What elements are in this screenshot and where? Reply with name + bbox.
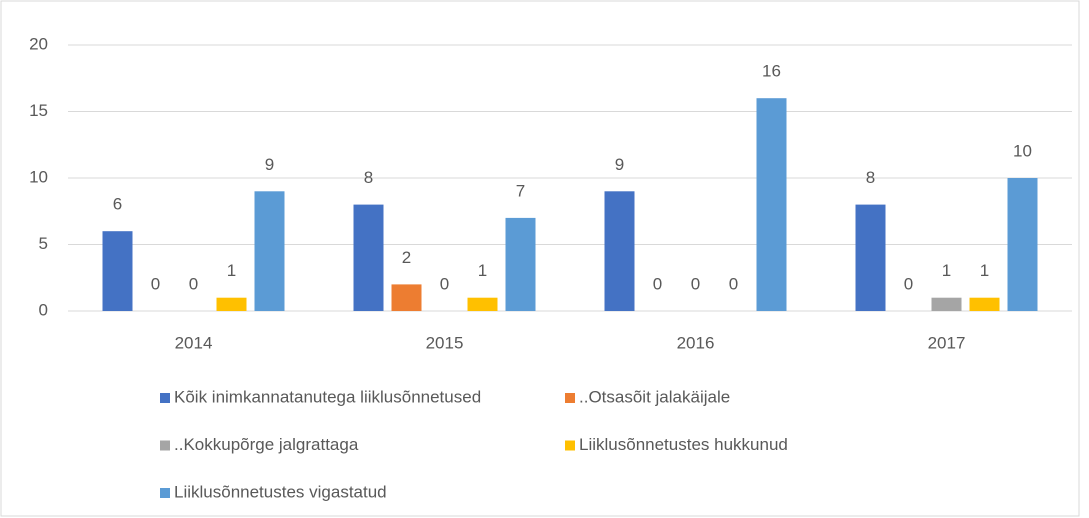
data-label: 0 xyxy=(653,274,662,293)
data-label: 9 xyxy=(265,155,274,174)
legend-swatch xyxy=(565,393,575,403)
data-label: 1 xyxy=(227,261,236,280)
data-label: 8 xyxy=(866,168,875,187)
legend-label: ..Kokkupõrge jalgrattaga xyxy=(174,435,359,454)
bar xyxy=(216,297,247,311)
legend-label: Liiklusõnnetustes hukkunud xyxy=(579,435,788,454)
data-label: 0 xyxy=(440,274,449,293)
data-label: 1 xyxy=(478,261,487,280)
data-label: 2 xyxy=(402,248,411,267)
data-label: 10 xyxy=(1013,141,1032,160)
x-tick-label: 2017 xyxy=(928,333,966,352)
x-tick-label: 2016 xyxy=(677,333,715,352)
y-tick-label: 5 xyxy=(39,234,48,253)
x-tick-label: 2014 xyxy=(175,333,213,352)
bar xyxy=(254,191,285,311)
legend-label: Liiklusõnnetustes vigastatud xyxy=(174,482,387,501)
data-label: 16 xyxy=(762,62,781,81)
bar xyxy=(505,217,536,311)
bar xyxy=(102,231,133,311)
bar xyxy=(604,191,635,311)
legend-swatch xyxy=(565,440,575,451)
bar xyxy=(391,284,422,311)
legend-swatch xyxy=(160,440,170,451)
bar xyxy=(969,297,1000,311)
data-label: 8 xyxy=(364,168,373,187)
legend-label: Kõik inimkannatanutega liiklusõnnetused xyxy=(174,387,481,406)
bar xyxy=(756,98,787,311)
y-tick-label: 20 xyxy=(29,34,48,53)
legend-swatch xyxy=(160,488,170,498)
bar xyxy=(467,297,498,311)
data-label: 0 xyxy=(151,274,160,293)
data-label: 1 xyxy=(980,261,989,280)
data-label: 6 xyxy=(113,195,122,214)
data-label: 0 xyxy=(729,274,738,293)
bar xyxy=(931,297,962,311)
data-label: 0 xyxy=(691,274,700,293)
y-tick-label: 0 xyxy=(39,300,48,319)
y-tick-label: 15 xyxy=(29,101,48,120)
data-label: 0 xyxy=(189,274,198,293)
data-label: 1 xyxy=(942,261,951,280)
bar xyxy=(1007,178,1038,311)
x-tick-label: 2015 xyxy=(426,333,464,352)
y-tick-label: 10 xyxy=(29,167,48,186)
legend-swatch xyxy=(160,393,170,403)
data-label: 0 xyxy=(904,274,913,293)
bar xyxy=(855,204,886,311)
data-label: 9 xyxy=(615,155,624,174)
data-label: 7 xyxy=(516,181,525,200)
legend-label: ..Otsasõit jalakäijale xyxy=(579,387,730,406)
bar xyxy=(353,204,384,311)
